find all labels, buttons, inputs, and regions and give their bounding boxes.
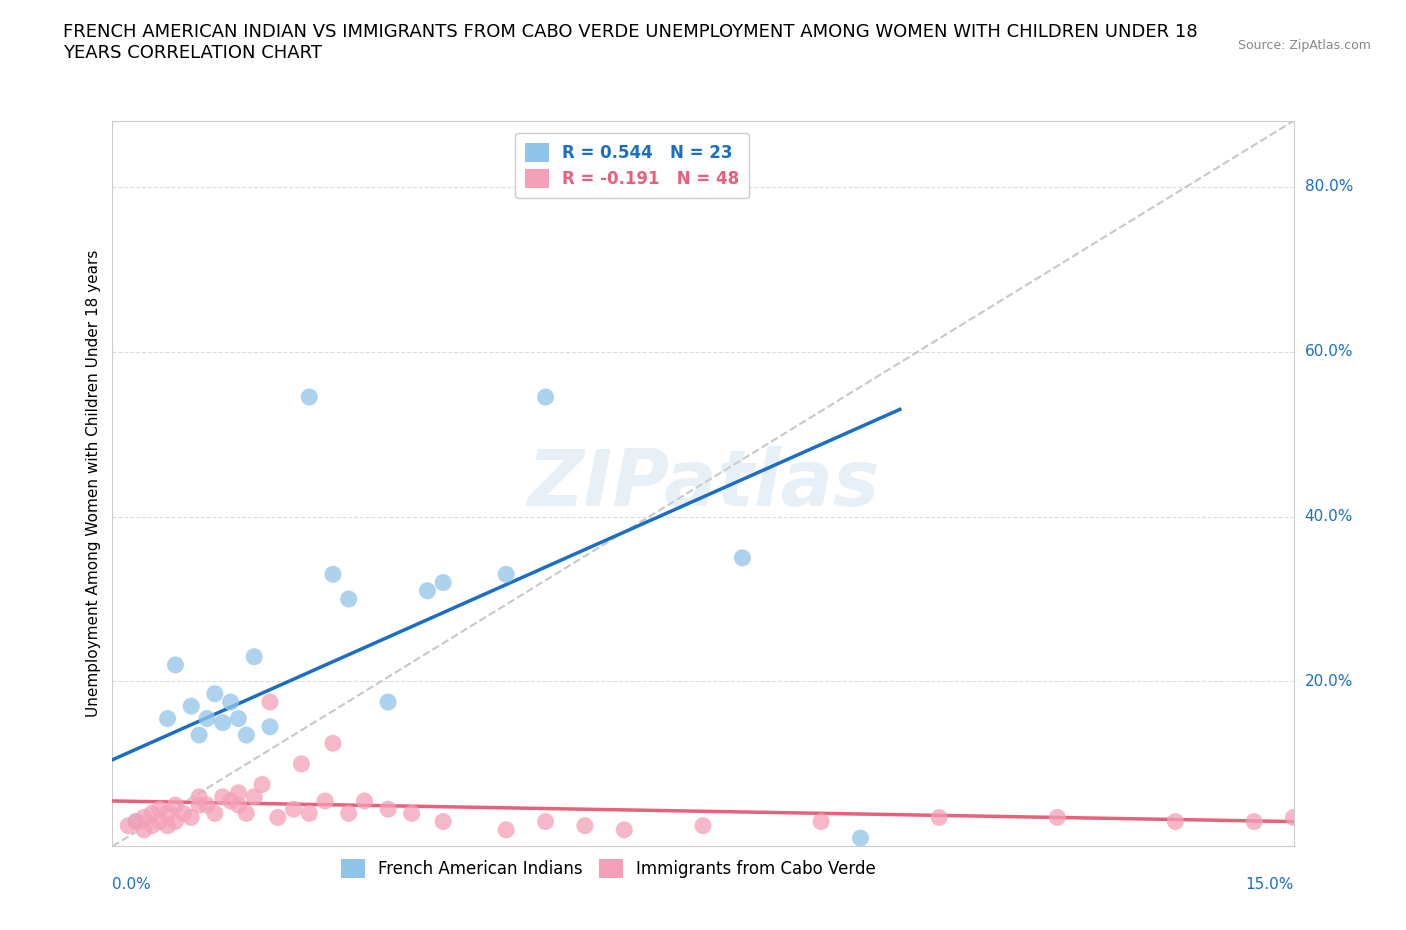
Point [401,806,423,821]
Text: 0.0%: 0.0% [112,877,152,892]
Point [298,390,321,405]
Text: Source: ZipAtlas.com: Source: ZipAtlas.com [1237,39,1371,52]
Point [228,798,250,813]
Point [250,777,273,792]
Text: 40.0%: 40.0% [1305,509,1353,525]
Point [228,785,250,800]
Point [211,715,233,730]
Point [810,814,832,829]
Point [219,793,242,808]
Point [267,810,290,825]
Point [156,818,179,833]
Point [574,818,596,833]
Point [928,810,950,825]
Point [322,566,344,582]
Point [692,818,714,833]
Point [259,719,281,734]
Point [283,802,305,817]
Point [322,736,344,751]
Point [195,711,218,726]
Point [353,793,375,808]
Point [180,698,202,713]
Y-axis label: Unemployment Among Women with Children Under 18 years: Unemployment Among Women with Children U… [86,250,101,717]
Point [1164,814,1187,829]
Point [132,822,155,837]
Point [243,790,266,804]
Point [165,814,187,829]
Point [337,591,360,606]
Point [172,806,194,821]
Point [228,711,250,726]
Point [188,727,211,742]
Point [180,810,202,825]
Point [125,814,148,829]
Text: 15.0%: 15.0% [1246,877,1294,892]
Text: 20.0%: 20.0% [1305,674,1353,689]
Point [534,814,557,829]
Text: 80.0%: 80.0% [1305,179,1353,194]
Text: ZIPatlas: ZIPatlas [527,445,879,522]
Point [1046,810,1069,825]
Point [125,814,148,829]
Point [117,818,139,833]
Point [165,658,187,672]
Point [204,806,226,821]
Point [165,798,187,813]
Point [259,695,281,710]
Point [534,390,557,405]
Legend: French American Indians, Immigrants from Cabo Verde: French American Indians, Immigrants from… [335,853,883,885]
Point [141,818,163,833]
Point [188,798,211,813]
Point [613,822,636,837]
Point [156,711,179,726]
Text: 60.0%: 60.0% [1305,344,1353,359]
Point [243,649,266,664]
Point [337,806,360,821]
Point [188,790,211,804]
Point [731,551,754,565]
Point [1243,814,1265,829]
Point [849,830,872,845]
Point [235,727,257,742]
Point [432,814,454,829]
Point [416,583,439,598]
Point [149,802,172,817]
Point [495,566,517,582]
Point [298,806,321,821]
Point [204,686,226,701]
Point [1282,810,1305,825]
Point [149,814,172,829]
Point [235,806,257,821]
Point [219,695,242,710]
Point [377,802,399,817]
Point [432,575,454,590]
Text: FRENCH AMERICAN INDIAN VS IMMIGRANTS FROM CABO VERDE UNEMPLOYMENT AMONG WOMEN WI: FRENCH AMERICAN INDIAN VS IMMIGRANTS FRO… [63,23,1198,62]
Point [495,822,517,837]
Point [211,790,233,804]
Point [314,793,336,808]
Point [132,810,155,825]
Point [141,806,163,821]
Point [156,806,179,821]
Point [290,756,312,771]
Point [195,798,218,813]
Point [377,695,399,710]
